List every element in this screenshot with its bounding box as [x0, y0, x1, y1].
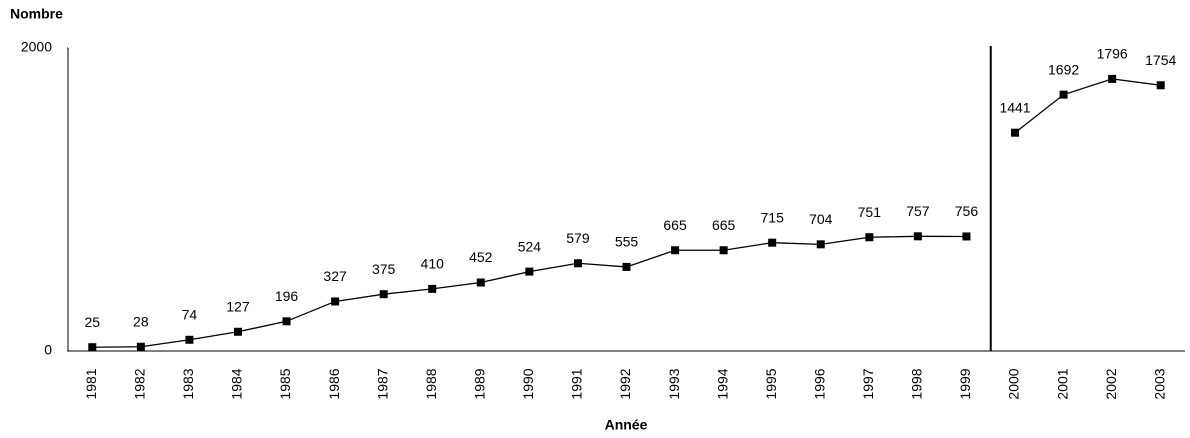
- x-tick-label: 1982: [132, 368, 148, 399]
- x-axis-title: Année: [605, 417, 648, 433]
- x-tick-label: 2000: [1006, 368, 1022, 399]
- data-label: 579: [566, 230, 590, 246]
- data-label: 1754: [1145, 52, 1176, 68]
- marker: [573, 259, 582, 268]
- y-tick-label: 2000: [21, 39, 52, 55]
- data-label: 196: [275, 288, 299, 304]
- x-tick-label: 1991: [569, 368, 585, 399]
- data-label: 715: [761, 209, 785, 225]
- data-label: 757: [906, 203, 930, 219]
- marker: [913, 232, 922, 241]
- marker: [816, 240, 825, 249]
- x-tick-label: 1989: [472, 368, 488, 399]
- x-tick-label: 1984: [229, 368, 245, 399]
- data-label: 704: [809, 211, 833, 227]
- y-tick-label: 0: [44, 342, 52, 358]
- marker: [1011, 128, 1020, 137]
- data-label: 756: [955, 203, 979, 219]
- data-label: 25: [84, 314, 100, 330]
- marker: [622, 262, 631, 271]
- data-label: 751: [858, 204, 882, 220]
- x-tick-label: 1988: [423, 368, 439, 399]
- marker: [525, 267, 534, 276]
- x-tick-label: 1992: [617, 368, 633, 399]
- marker: [379, 290, 388, 299]
- marker: [282, 317, 291, 326]
- x-tick-label: 1996: [811, 368, 827, 399]
- x-tick-label: 1985: [277, 368, 293, 399]
- x-tick-label: 2001: [1054, 368, 1070, 399]
- marker: [233, 327, 242, 336]
- data-label: 1692: [1048, 61, 1079, 77]
- line: [1014, 78, 1161, 134]
- data-label: 327: [323, 268, 347, 284]
- marker: [1108, 74, 1117, 83]
- data-label: 127: [226, 298, 250, 314]
- marker: [331, 297, 340, 306]
- marker: [1059, 90, 1068, 99]
- x-tick-label: 1990: [520, 368, 536, 399]
- data-label: 524: [518, 238, 542, 254]
- marker: [962, 232, 971, 241]
- x-tick-label: 1986: [326, 368, 342, 399]
- marker: [768, 238, 777, 247]
- data-label: 555: [615, 234, 639, 250]
- x-tick-label: 1981: [83, 368, 99, 399]
- x-tick-label: 2002: [1103, 368, 1119, 399]
- data-label: 665: [663, 217, 687, 233]
- data-label: 74: [182, 306, 198, 322]
- x-tick-label: 1995: [763, 368, 779, 399]
- marker: [865, 233, 874, 242]
- marker: [719, 246, 728, 255]
- x-tick-label: 1994: [714, 368, 730, 399]
- data-label: 410: [421, 256, 445, 272]
- data-label: 28: [133, 313, 149, 329]
- x-tick-label: 1998: [909, 368, 925, 399]
- marker: [88, 343, 97, 352]
- x-tick-label: 1997: [860, 368, 876, 399]
- marker: [428, 284, 437, 293]
- x-tick-label: 1999: [957, 368, 973, 399]
- marker: [671, 246, 680, 255]
- data-label: 1441: [999, 99, 1030, 115]
- x-tick-label: 1993: [666, 368, 682, 399]
- data-label: 1796: [1097, 46, 1128, 62]
- data-label: 665: [712, 217, 736, 233]
- x-tick-label: 2003: [1151, 368, 1167, 399]
- marker: [476, 278, 485, 287]
- data-label: 375: [372, 261, 396, 277]
- x-tick-label: 1983: [180, 368, 196, 399]
- marker: [136, 342, 145, 351]
- marker: [185, 335, 194, 344]
- y-axis-title: Nombre: [10, 6, 63, 22]
- data-label: 452: [469, 249, 493, 265]
- marker: [1156, 81, 1165, 90]
- x-tick-label: 1987: [374, 368, 390, 399]
